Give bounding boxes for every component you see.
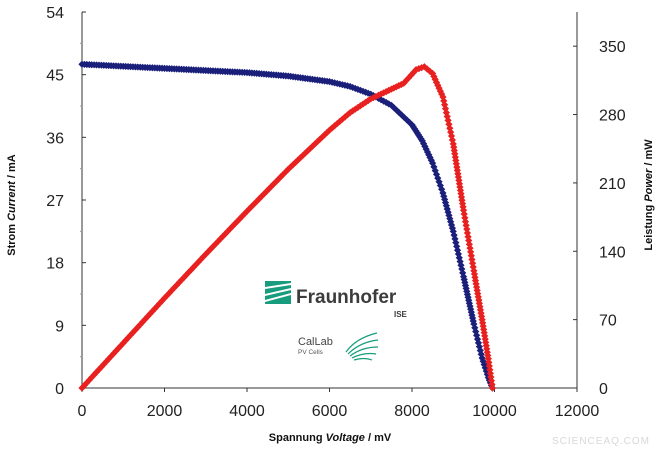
- power-data-point: [136, 320, 144, 329]
- y2-tick-label: 350: [599, 39, 626, 56]
- power-data-point: [279, 170, 287, 178]
- power-data-point: [476, 306, 485, 314]
- fraunhofer-logo-icon: [265, 281, 291, 304]
- power-data-point: [151, 305, 159, 313]
- y2-axis-label: Leistung Power / mW: [643, 139, 655, 251]
- y-axis-ticks: 0 9 18 27 36 45 54: [46, 5, 86, 398]
- power-data-point: [197, 255, 205, 263]
- power-data-point: [175, 279, 183, 287]
- x-axis-ticks: 0 2000 4000 6000 8000 10000 12000: [78, 388, 600, 420]
- power-data-point: [296, 154, 304, 162]
- x-tick-label: 8000: [394, 403, 430, 420]
- power-data-point: [321, 131, 329, 139]
- power-data-point: [323, 128, 331, 137]
- power-data-point: [262, 187, 271, 196]
- power-data-point: [390, 84, 398, 92]
- power-data-point: [109, 350, 118, 358]
- power-data-point: [97, 363, 106, 371]
- power-data-point: [95, 365, 103, 374]
- power-data-point: [180, 273, 188, 282]
- current-data-point: [474, 339, 483, 347]
- x-tick-label: 4000: [229, 403, 265, 420]
- power-data-point: [397, 80, 405, 89]
- x-axis-label: Spannung Voltage / mV: [269, 432, 392, 444]
- power-data-point: [107, 352, 115, 360]
- power-data-point: [270, 180, 278, 188]
- logo-org-unit: ISE: [394, 310, 408, 319]
- y2-tick-label: 0: [599, 381, 608, 398]
- y-tick-label: 45: [46, 68, 64, 85]
- power-data-point: [139, 318, 147, 326]
- power-data-point: [474, 293, 482, 301]
- callab-name: CalLab: [298, 336, 333, 348]
- power-data-point: [253, 197, 261, 205]
- power-data-point: [265, 185, 273, 193]
- power-data-point: [473, 286, 481, 294]
- power-data-point: [405, 74, 413, 82]
- power-data-point: [306, 144, 314, 153]
- y-tick-label: 36: [46, 130, 64, 147]
- y-tick-label: 27: [46, 193, 64, 210]
- power-data-point: [272, 177, 280, 186]
- power-data-point: [255, 195, 263, 203]
- power-data-point: [476, 303, 484, 311]
- y-tick-label: 9: [55, 318, 64, 335]
- power-data-point: [471, 276, 480, 285]
- power-data-point: [112, 347, 120, 355]
- power-data-point: [122, 336, 130, 345]
- power-data-point: [313, 138, 321, 146]
- x-tick-label: 2000: [147, 403, 183, 420]
- x-tick-label: 10000: [472, 403, 517, 420]
- y-tick-label: 0: [55, 381, 64, 398]
- power-data-point: [141, 315, 149, 323]
- x-tick-label: 6000: [312, 403, 348, 420]
- power-data-point: [402, 76, 410, 85]
- y2-tick-label: 70: [599, 313, 617, 330]
- power-data-point: [185, 268, 193, 276]
- power-data-point: [190, 263, 198, 271]
- y-axis-label: Strom Current / mA: [6, 154, 18, 256]
- series-current: [78, 60, 497, 392]
- callab-rays-icon: [345, 332, 379, 361]
- series-power: [78, 63, 497, 392]
- power-data-point: [114, 344, 122, 352]
- y2-tick-label: 280: [599, 108, 626, 125]
- callab-subtitle: PV Cells: [298, 349, 324, 356]
- current-data-point: [473, 335, 482, 343]
- power-data-point: [124, 334, 132, 342]
- y2-tick-label: 140: [599, 244, 626, 261]
- watermark: SCIENCEAQ.COM: [552, 436, 650, 447]
- fraunhofer-logo: Fraunhofer ISE CalLab PV Cells: [265, 281, 408, 361]
- power-data-point: [289, 161, 297, 169]
- logo-org-name: Fraunhofer: [296, 287, 397, 308]
- y-tick-label: 54: [46, 5, 64, 22]
- power-data-point: [471, 273, 479, 281]
- power-data-point: [102, 357, 110, 366]
- x-tick-label: 0: [78, 403, 87, 420]
- power-data-point: [407, 71, 415, 79]
- power-data-point: [488, 384, 497, 392]
- power-data-point: [173, 281, 181, 289]
- x-tick-label: 12000: [555, 403, 600, 420]
- power-data-point: [168, 286, 176, 294]
- power-data-point: [83, 379, 91, 387]
- power-data-point: [85, 376, 93, 384]
- power-data-point: [311, 140, 319, 148]
- power-data-point: [187, 266, 195, 274]
- power-data-point: [477, 312, 486, 320]
- power-data-point: [410, 68, 418, 76]
- power-data-point: [395, 82, 403, 90]
- y-tick-label: 18: [46, 256, 64, 273]
- y2-axis-ticks: 0 70 140 210 280 350: [573, 39, 626, 398]
- power-data-point: [294, 156, 302, 164]
- power-data-point: [304, 147, 312, 155]
- current-data-point: [476, 346, 484, 355]
- power-data-point: [282, 168, 290, 176]
- power-data-point: [475, 296, 483, 304]
- power-data-point: [148, 307, 156, 315]
- y2-tick-label: 210: [599, 176, 626, 193]
